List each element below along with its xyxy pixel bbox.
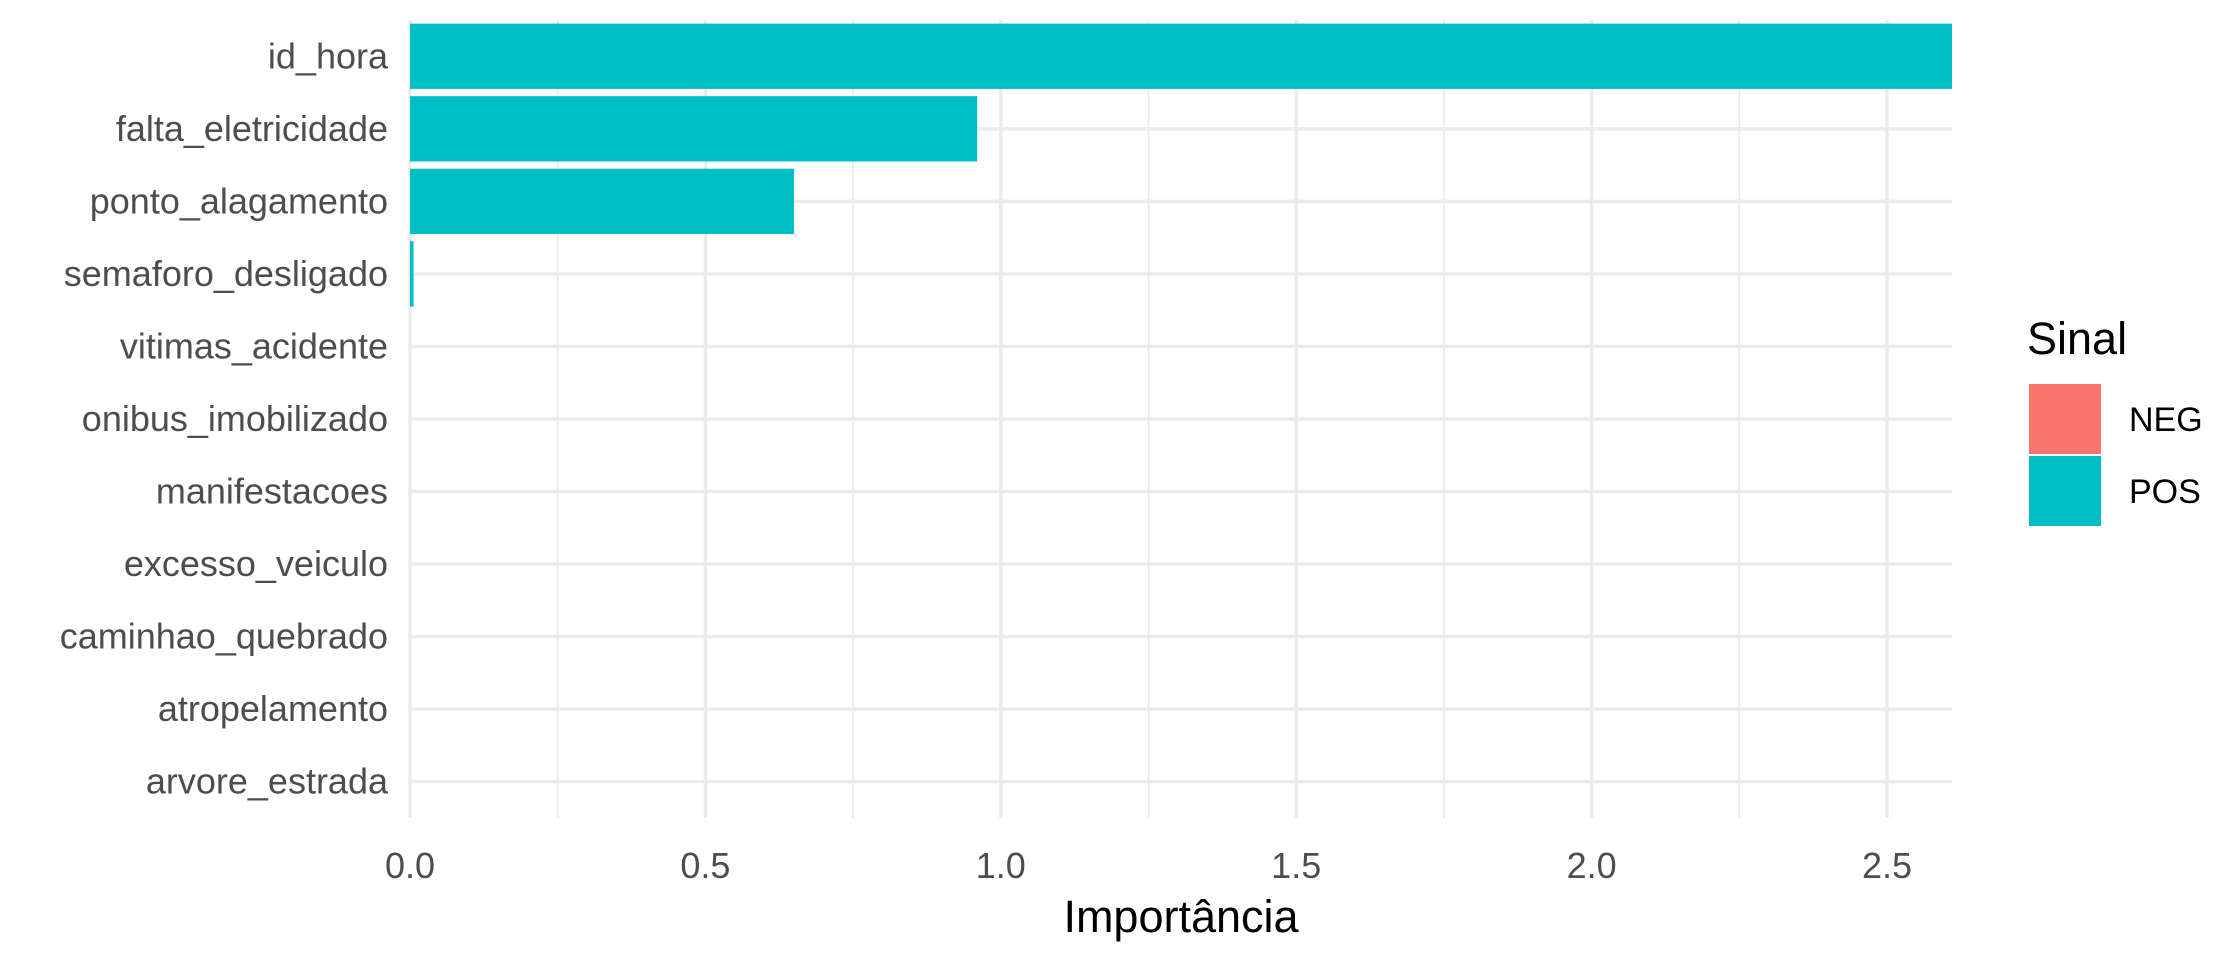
y-tick-label: atropelamento [158,688,388,729]
bar-falta_eletricidade [410,96,978,162]
x-tick-label: 1.0 [976,845,1026,886]
legend-title: Sinal [2027,313,2127,364]
y-tick-label: ponto_alagamento [90,180,388,221]
legend-label-neg: NEG [2129,401,2203,439]
y-tick-label: semaforo_desligado [64,253,388,294]
x-tick-label: 0.0 [385,845,435,886]
legend-label-pos: POS [2129,473,2201,511]
y-tick-label: caminhao_quebrado [60,616,388,657]
y-tick-label: excesso_veiculo [124,543,388,584]
x-tick-label: 1.5 [1271,845,1321,886]
x-tick-label: 2.0 [1567,845,1617,886]
legend: Sinal NEG POS [2027,313,2203,526]
x-tick-label: 2.5 [1862,845,1912,886]
bar-ponto_alagamento [410,168,795,235]
y-tick-label: arvore_estrada [146,761,389,802]
y-axis-labels: id_hora falta_eletricidade ponto_alagament… [60,35,389,801]
y-tick-label: id_hora [268,35,389,76]
legend-key-pos [2029,456,2101,526]
x-axis-title: Importância [1063,891,1299,942]
legend-key-neg [2029,384,2101,454]
y-tick-label: onibus_imobilizado [82,398,388,439]
x-tick-label: 0.5 [680,845,730,886]
y-tick-label: falta_eletricidade [116,108,388,149]
y-tick-label: vitimas_acidente [120,325,388,366]
y-tick-label: manifestacoes [156,471,388,512]
bar-layer [410,23,1952,307]
x-axis-labels: 0.0 0.5 1.0 1.5 2.0 2.5 [385,845,1912,886]
bar-semaforo_desligado [410,241,414,307]
bar-id_hora [410,23,1952,89]
